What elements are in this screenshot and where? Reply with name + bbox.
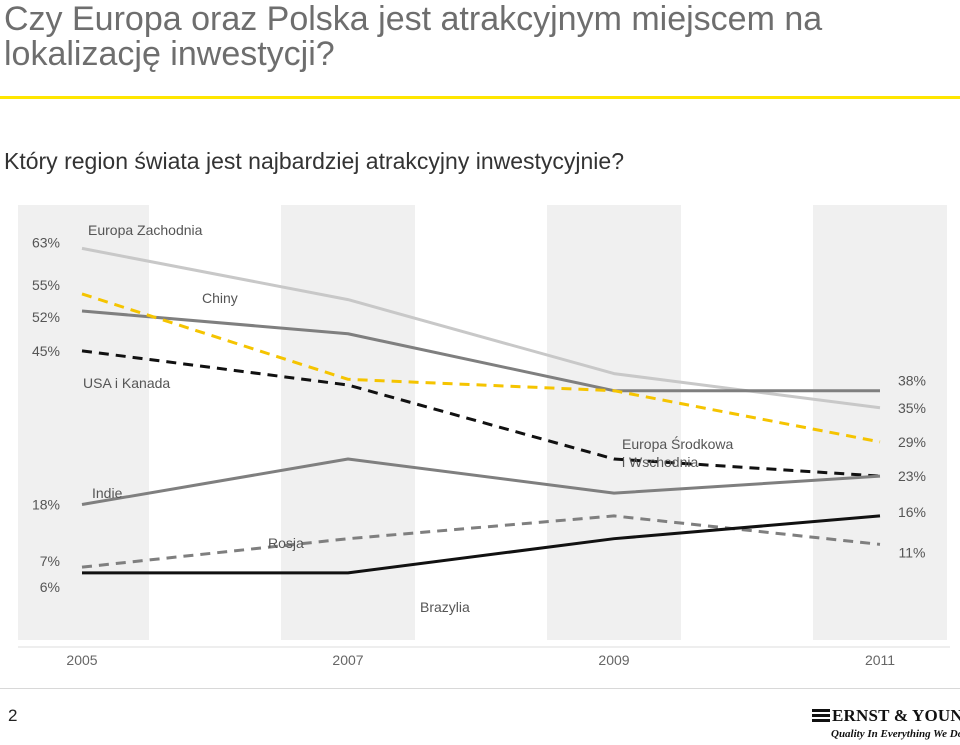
slide-title: Czy Europa oraz Polska jest atrakcyjnym … <box>4 0 823 73</box>
series-name-label: Chiny <box>202 290 238 306</box>
end-value-label: 38% <box>898 373 926 389</box>
year-band-2005 <box>18 205 149 640</box>
series-name-label: Brazylia <box>420 599 470 615</box>
ey-bars-icon <box>812 709 830 724</box>
logo-tagline: Quality In Everything We Do <box>831 728 960 740</box>
series-name-label: USA i Kanada <box>83 375 170 391</box>
page-number: 2 <box>8 706 18 725</box>
series-line-2 <box>81 292 881 444</box>
series-line-5 <box>81 514 881 569</box>
end-value-label: 35% <box>898 400 926 416</box>
ernst-young-logo: ERNST & YOUNG Quality In Everything We D… <box>812 706 960 742</box>
year-band-2011 <box>813 205 947 640</box>
x-tick-label: 2011 <box>865 652 895 668</box>
series-name-label: Rosja <box>268 535 304 551</box>
x-tick-label: 2005 <box>66 652 97 668</box>
series-line-6 <box>82 514 881 575</box>
start-value-label: 52% <box>32 309 60 325</box>
logo-name: ERNST & YOUNG <box>832 706 960 725</box>
x-tick-label: 2007 <box>332 652 363 668</box>
line-chart: Europa Zachodnia 63% 35% Chiny 52% 38% Europa … <box>18 205 950 668</box>
year-band-2007 <box>281 205 415 640</box>
end-value-label: 29% <box>898 434 926 450</box>
end-value-label: 11% <box>899 544 926 560</box>
year-bands <box>18 205 947 640</box>
series-name-label: Europa Środkowa <box>622 435 734 452</box>
start-value-label: 6% <box>40 579 60 595</box>
chart-question: Który region świata jest najbardziej atr… <box>4 148 625 174</box>
start-value-label: 7% <box>40 553 60 569</box>
end-value-label: 16% <box>898 504 926 520</box>
series-name-label: i Wschodnia <box>622 454 698 470</box>
series-labels: Europa Zachodnia 63% 35% Chiny 52% 38% Europa … <box>32 222 926 615</box>
series-name-label: Indie <box>92 485 123 501</box>
title-divider <box>0 96 960 99</box>
series-line-3 <box>81 349 881 478</box>
series-name-label: Europa Zachodnia <box>88 222 203 238</box>
x-axis-ticks: 2005 2007 2009 2011 <box>18 646 950 668</box>
start-value-label: 63% <box>32 234 60 250</box>
series-lines <box>81 246 881 575</box>
start-value-label: 55% <box>32 277 60 293</box>
footer-divider <box>0 688 960 689</box>
start-value-label: 18% <box>32 497 60 513</box>
series-line-4 <box>81 457 881 507</box>
series-line-1 <box>81 309 880 393</box>
start-value-label: 45% <box>32 343 60 359</box>
x-tick-label: 2009 <box>598 652 629 668</box>
end-value-label: 23% <box>898 468 926 484</box>
year-band-2009 <box>547 205 681 640</box>
